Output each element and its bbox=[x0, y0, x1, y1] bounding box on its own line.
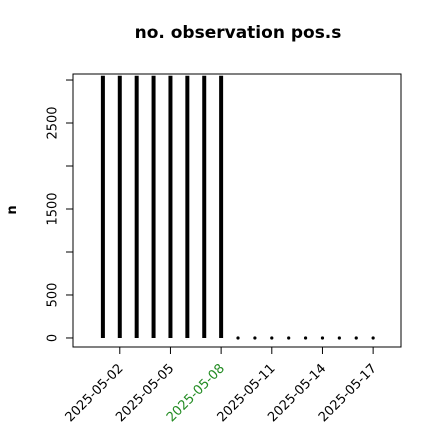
point bbox=[253, 336, 257, 340]
y-tick-label: 500 bbox=[46, 283, 61, 308]
y-tick-label: 1500 bbox=[46, 192, 61, 225]
y-axis-label: n bbox=[5, 205, 20, 214]
point bbox=[236, 336, 240, 340]
point bbox=[354, 336, 358, 340]
point bbox=[270, 336, 274, 340]
point bbox=[371, 336, 375, 340]
point bbox=[287, 336, 291, 340]
point bbox=[320, 336, 325, 340]
point bbox=[337, 336, 341, 340]
chart-title: no. observation pos.s bbox=[135, 23, 342, 43]
y-tick-label: 0 bbox=[46, 334, 61, 342]
plot-frame bbox=[72, 73, 402, 348]
y-tick-label: 2500 bbox=[46, 106, 61, 139]
point bbox=[303, 336, 308, 340]
